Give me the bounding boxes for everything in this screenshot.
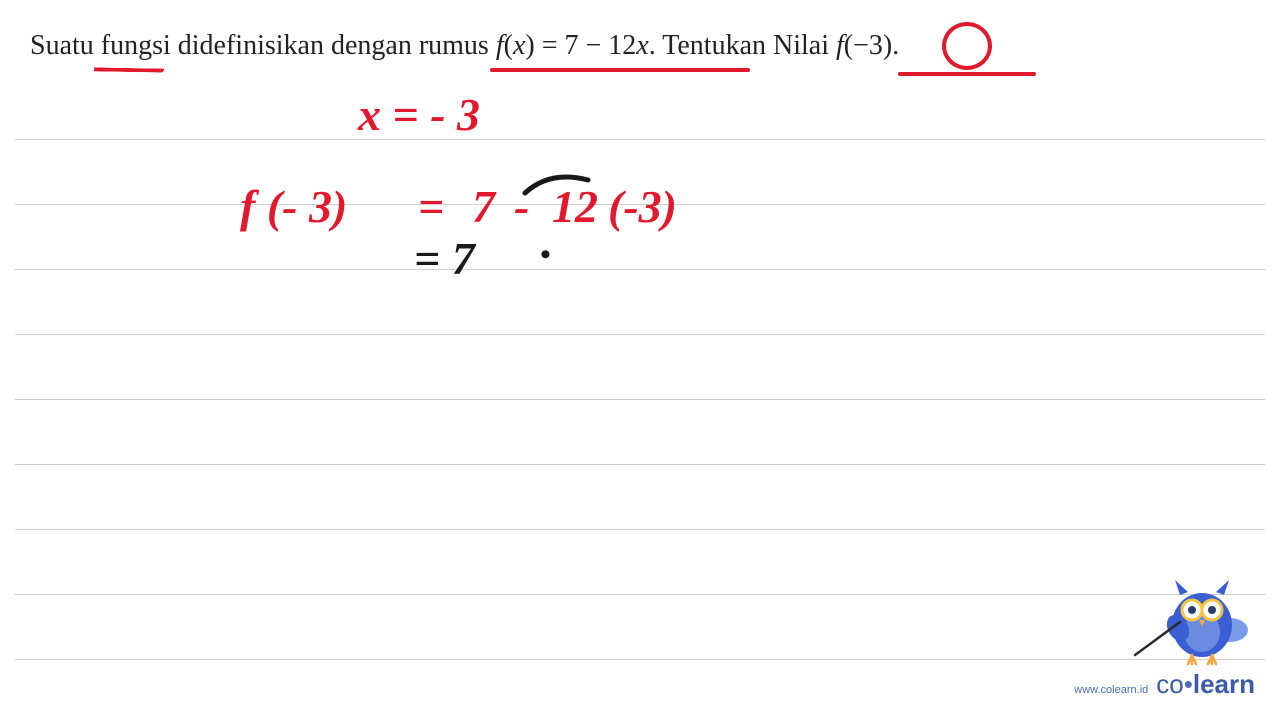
problem-prefix: Suatu fungsi didefinisikan dengan rumus: [30, 30, 496, 61]
logo-url: www.colearn.id: [1074, 684, 1148, 696]
paren-open2: (: [844, 30, 853, 61]
formula-open: (: [504, 30, 513, 61]
rule-line: [15, 595, 1265, 660]
rule-line: [15, 465, 1265, 530]
paren-close2: ).: [883, 30, 899, 61]
handwriting-7: 7: [472, 180, 495, 233]
logo-dot: •: [1184, 669, 1193, 699]
logo-area: www.colearn.id co•learn: [1074, 669, 1255, 700]
rule-line: [15, 530, 1265, 595]
underline-formula: [490, 68, 750, 72]
logo-learn: learn: [1193, 669, 1255, 699]
formula-f: f: [496, 30, 504, 61]
logo-co: co: [1156, 669, 1183, 699]
arc-over-12: [520, 168, 600, 198]
problem-statement: Suatu fungsi didefinisikan dengan rumus …: [30, 30, 899, 62]
handwriting-eq-7: = 7: [414, 232, 475, 285]
handwriting-f-neg3: f (- 3): [240, 180, 347, 233]
neg3: −3: [853, 30, 883, 61]
rule-line: [15, 400, 1265, 465]
formula-x2: x: [636, 30, 648, 61]
underline-fungsi: [94, 67, 164, 72]
handwriting-dot: •: [540, 238, 551, 272]
logo-brand: co•learn: [1156, 669, 1255, 700]
rule-line: [15, 75, 1265, 140]
notebook-rules: [15, 75, 1265, 720]
handwriting-eq1: =: [418, 180, 444, 233]
formula-f2: f: [836, 30, 844, 61]
formula-close: ) = 7 − 12: [525, 30, 636, 61]
formula-x: x: [513, 30, 525, 61]
rule-line: [15, 270, 1265, 335]
circle-neg3: [942, 22, 992, 70]
underline-f-neg3: [898, 72, 1036, 76]
handwriting-x-eq-neg3: x = - 3: [358, 88, 480, 141]
owl-mascot-icon: [1130, 570, 1250, 670]
handwriting-paren-neg3: (-3): [608, 180, 677, 233]
rule-line: [15, 335, 1265, 400]
problem-middle: . Tentukan Nilai: [649, 30, 836, 61]
